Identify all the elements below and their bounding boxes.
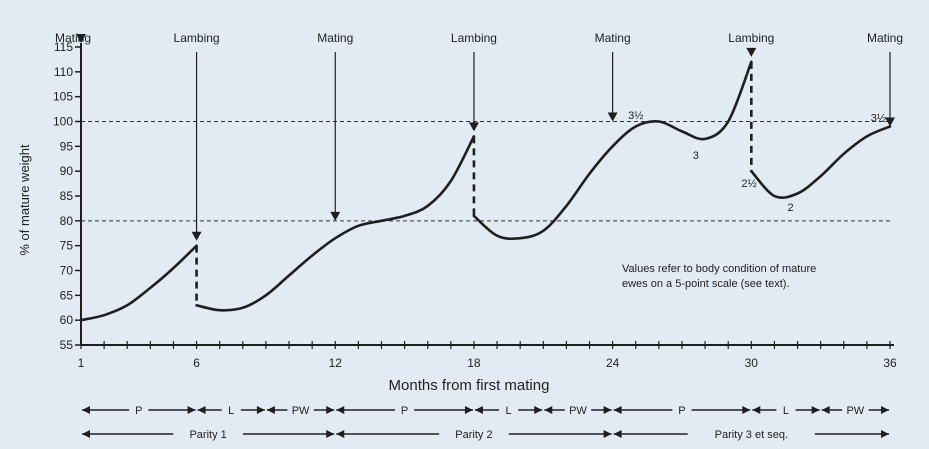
axes: 55 60 65 70 75 80 85 90 95 100 105 110 115 1 6 12 18 24 30… — [53, 40, 897, 370]
event-arrowhead — [76, 34, 86, 43]
event-label: Lambing — [728, 31, 774, 45]
phase-arrowhead — [266, 406, 275, 414]
event-label: Mating — [867, 31, 903, 45]
parity-label: Parity 1 — [189, 429, 226, 441]
phase-arrowhead — [811, 406, 820, 414]
event-arrowhead — [885, 117, 895, 127]
phase-arrowhead — [881, 406, 889, 414]
y-tick-label: 75 — [60, 239, 74, 253]
x-tick-label: 6 — [193, 356, 200, 370]
phase-label: P — [401, 405, 408, 417]
parity-arrowhead — [336, 430, 345, 438]
condition-score-label: 3½ — [628, 110, 643, 122]
weight-curve-segment — [195, 135, 476, 312]
parity-arrowhead — [82, 430, 90, 438]
phase-label: PW — [846, 405, 864, 417]
phase-arrowhead — [187, 406, 196, 414]
condition-score-label: 2½ — [741, 178, 756, 190]
annotation-line: ewes on a 5-point scale (see text). — [622, 278, 790, 290]
phase-arrowhead — [336, 406, 345, 414]
annotation-line: Values refer to body condition of mature — [622, 263, 816, 275]
parity-arrowhead — [603, 430, 612, 438]
phase-arrowhead — [197, 406, 206, 414]
condition-score-label: 2 — [788, 202, 794, 214]
y-tick-label: 70 — [60, 264, 74, 278]
condition-scores: 3½ 3 2½ 2 3½ — [628, 110, 886, 214]
parity-label: Parity 2 — [455, 429, 492, 441]
weight-curve-segment — [79, 244, 198, 322]
phase-label: P — [678, 405, 685, 417]
event-arrowhead — [468, 122, 479, 132]
y-tick-label: 105 — [53, 90, 73, 104]
event-markers: Mating Lambing Mating Lambing Mating Lambing M… — [55, 31, 903, 241]
weight-curve-segment — [750, 125, 892, 200]
y-tick-label: 85 — [60, 189, 74, 203]
phase-arrowhead — [603, 406, 612, 414]
event-label: Lambing — [451, 31, 497, 45]
y-tick-label: 55 — [60, 338, 74, 352]
x-tick-label: 1 — [78, 356, 85, 370]
phase-arrowhead — [474, 406, 483, 414]
weight-curve-segment — [472, 60, 753, 241]
phase-arrowhead — [534, 406, 543, 414]
phase-arrowhead — [544, 406, 553, 414]
x-tick-label: 30 — [745, 356, 759, 370]
y-tick-label: 60 — [60, 313, 74, 327]
y-axis-label: % of mature weight — [17, 144, 32, 256]
annotation-note: Values refer to body condition of mature… — [622, 263, 816, 290]
phase-label: PW — [569, 405, 587, 417]
x-tick-label: 24 — [606, 356, 620, 370]
event-label: Mating — [55, 31, 91, 45]
phase-arrowhead — [742, 406, 751, 414]
x-axis-label: Months from first mating — [389, 377, 550, 394]
y-tick-label: 115 — [54, 40, 73, 54]
parity-arrowhead — [326, 430, 335, 438]
phase-label: PW — [292, 405, 310, 417]
phase-arrowhead — [464, 406, 473, 414]
phase-arrowhead — [821, 406, 830, 414]
phase-arrowhead — [82, 406, 90, 414]
y-tick-label: 100 — [53, 115, 73, 129]
y-tick-label: 80 — [60, 214, 74, 228]
parity-arrowhead — [613, 430, 622, 438]
y-tick-label: 95 — [60, 139, 74, 153]
phase-arrowhead — [326, 406, 335, 414]
weight-curve — [79, 60, 892, 322]
reference-lines — [81, 121, 890, 222]
phase-label: L — [506, 405, 512, 417]
parity-arrowhead — [881, 430, 889, 438]
y-tick-label: 110 — [54, 65, 73, 79]
event-arrowhead — [746, 47, 757, 57]
event-label: Mating — [317, 31, 353, 45]
phase-arrowhead — [613, 406, 622, 414]
phase-label: L — [228, 405, 234, 417]
parity-label: Parity 3 et seq. — [715, 429, 788, 441]
event-arrowhead — [330, 211, 341, 221]
phase-arrowhead — [752, 406, 761, 414]
event-arrowhead — [191, 231, 202, 241]
event-label: Mating — [595, 31, 631, 45]
y-tick-label: 90 — [60, 164, 74, 178]
y-tick-label: 65 — [60, 288, 74, 302]
phase-arrowhead — [256, 406, 265, 414]
event-arrowhead — [607, 112, 618, 122]
x-tick-label: 12 — [329, 356, 343, 370]
x-tick-label: 36 — [883, 356, 897, 370]
event-label: Lambing — [174, 31, 220, 45]
condition-score-label: 3½ — [871, 113, 886, 125]
x-tick-label: 18 — [467, 356, 481, 370]
phase-arrows: P L PW P L PW P L PW Parity 1 Parity 2 Parity 3 et … — [82, 405, 889, 441]
phase-label: P — [135, 405, 142, 417]
phase-label: L — [783, 405, 789, 417]
condition-score-label: 3 — [693, 150, 699, 162]
